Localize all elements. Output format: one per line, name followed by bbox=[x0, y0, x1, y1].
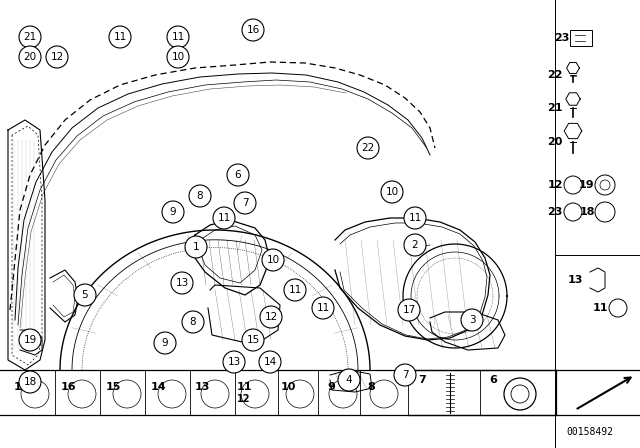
Text: 13: 13 bbox=[195, 382, 210, 392]
Circle shape bbox=[381, 181, 403, 203]
Text: 15: 15 bbox=[106, 382, 121, 392]
Text: 20: 20 bbox=[24, 52, 36, 62]
Text: 18: 18 bbox=[24, 377, 36, 387]
Circle shape bbox=[338, 369, 360, 391]
Text: 13: 13 bbox=[227, 357, 241, 367]
Text: 9: 9 bbox=[162, 338, 168, 348]
Circle shape bbox=[182, 311, 204, 333]
Text: 18: 18 bbox=[579, 207, 595, 217]
Circle shape bbox=[19, 371, 41, 393]
Circle shape bbox=[260, 306, 282, 328]
Circle shape bbox=[162, 201, 184, 223]
Text: 11: 11 bbox=[289, 285, 301, 295]
Circle shape bbox=[167, 46, 189, 68]
Circle shape bbox=[242, 19, 264, 41]
Circle shape bbox=[234, 192, 256, 214]
Text: 12: 12 bbox=[237, 394, 251, 404]
Text: 11: 11 bbox=[236, 382, 252, 392]
Text: 14: 14 bbox=[150, 382, 166, 392]
Circle shape bbox=[74, 284, 96, 306]
Circle shape bbox=[242, 329, 264, 351]
Text: 7: 7 bbox=[242, 198, 248, 208]
Text: 16: 16 bbox=[246, 25, 260, 35]
Text: 2: 2 bbox=[412, 240, 419, 250]
Text: 11: 11 bbox=[172, 32, 184, 42]
Text: 11: 11 bbox=[316, 303, 330, 313]
Text: 10: 10 bbox=[280, 382, 296, 392]
Text: 7: 7 bbox=[402, 370, 408, 380]
Text: 00158492: 00158492 bbox=[566, 427, 614, 437]
Text: 8: 8 bbox=[189, 317, 196, 327]
Text: 21: 21 bbox=[24, 32, 36, 42]
Text: 8: 8 bbox=[196, 191, 204, 201]
Text: 11: 11 bbox=[592, 303, 608, 313]
Text: 20: 20 bbox=[547, 137, 563, 147]
Text: 19: 19 bbox=[24, 335, 36, 345]
Text: 16: 16 bbox=[61, 382, 77, 392]
Text: 6: 6 bbox=[489, 375, 497, 385]
Text: 12: 12 bbox=[547, 180, 563, 190]
Text: 17: 17 bbox=[13, 382, 29, 392]
Text: 9: 9 bbox=[170, 207, 176, 217]
Text: 13: 13 bbox=[567, 275, 582, 285]
Circle shape bbox=[227, 164, 249, 186]
Circle shape bbox=[259, 351, 281, 373]
Text: 22: 22 bbox=[362, 143, 374, 153]
Text: 23: 23 bbox=[554, 33, 570, 43]
Circle shape bbox=[394, 364, 416, 386]
Circle shape bbox=[284, 279, 306, 301]
Circle shape bbox=[185, 236, 207, 258]
Circle shape bbox=[19, 329, 41, 351]
Text: 12: 12 bbox=[51, 52, 63, 62]
Text: 7: 7 bbox=[418, 375, 426, 385]
Text: 5: 5 bbox=[82, 290, 88, 300]
Circle shape bbox=[19, 46, 41, 68]
Circle shape bbox=[398, 299, 420, 321]
Circle shape bbox=[404, 234, 426, 256]
Text: 12: 12 bbox=[264, 312, 278, 322]
Text: 14: 14 bbox=[264, 357, 276, 367]
Circle shape bbox=[154, 332, 176, 354]
Circle shape bbox=[171, 272, 193, 294]
Text: 19: 19 bbox=[579, 180, 595, 190]
Circle shape bbox=[213, 207, 235, 229]
Text: 11: 11 bbox=[218, 213, 230, 223]
Circle shape bbox=[109, 26, 131, 48]
Text: 8: 8 bbox=[367, 382, 375, 392]
Text: 17: 17 bbox=[403, 305, 415, 315]
Text: 9: 9 bbox=[327, 382, 335, 392]
Text: 3: 3 bbox=[468, 315, 476, 325]
Text: 15: 15 bbox=[246, 335, 260, 345]
Text: 21: 21 bbox=[547, 103, 563, 113]
Text: 23: 23 bbox=[547, 207, 563, 217]
Circle shape bbox=[357, 137, 379, 159]
Text: 1: 1 bbox=[193, 242, 199, 252]
Circle shape bbox=[46, 46, 68, 68]
Circle shape bbox=[167, 26, 189, 48]
Circle shape bbox=[312, 297, 334, 319]
Text: 10: 10 bbox=[385, 187, 399, 197]
Circle shape bbox=[262, 249, 284, 271]
Text: 10: 10 bbox=[266, 255, 280, 265]
Text: 6: 6 bbox=[235, 170, 241, 180]
Text: 13: 13 bbox=[175, 278, 189, 288]
Text: 11: 11 bbox=[408, 213, 422, 223]
Text: 4: 4 bbox=[346, 375, 352, 385]
Circle shape bbox=[461, 309, 483, 331]
Circle shape bbox=[19, 26, 41, 48]
Text: 10: 10 bbox=[172, 52, 184, 62]
Circle shape bbox=[189, 185, 211, 207]
Circle shape bbox=[223, 351, 245, 373]
Text: 22: 22 bbox=[547, 70, 563, 80]
Circle shape bbox=[404, 207, 426, 229]
Text: 11: 11 bbox=[113, 32, 127, 42]
